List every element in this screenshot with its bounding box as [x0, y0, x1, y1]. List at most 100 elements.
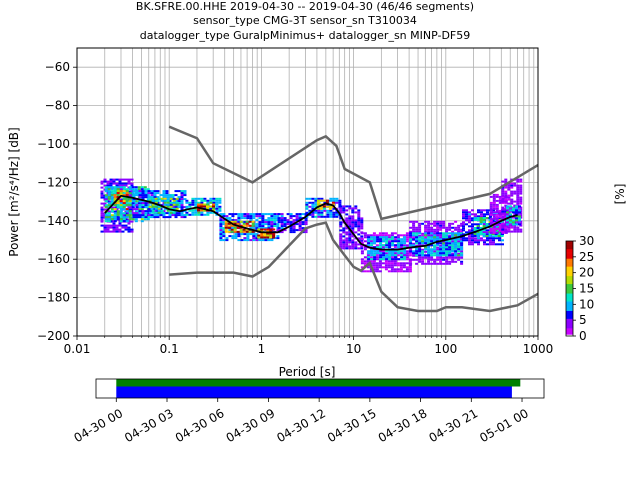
density-cell — [172, 207, 176, 210]
density-cell — [476, 233, 480, 235]
density-cell — [415, 254, 419, 257]
density-cell — [363, 232, 367, 235]
density-cell — [351, 211, 355, 214]
density-cell — [501, 186, 505, 189]
density-cell — [513, 190, 517, 193]
density-cell — [180, 194, 184, 197]
density-cell — [234, 237, 238, 240]
density-cell — [110, 192, 114, 195]
density-cell — [119, 186, 123, 189]
density-cell — [378, 262, 382, 265]
density-cell — [125, 220, 129, 223]
density-cell — [329, 197, 333, 200]
density-cell — [515, 209, 518, 212]
density-cell — [348, 237, 352, 240]
colorbar-cell — [566, 313, 573, 316]
density-cell — [316, 207, 320, 210]
density-cell — [507, 226, 511, 229]
density-cell — [462, 223, 465, 226]
density-cell — [150, 208, 154, 211]
density-cell — [516, 220, 520, 223]
density-cell — [100, 210, 104, 213]
density-cell — [255, 229, 259, 232]
density-cell — [132, 190, 136, 193]
density-cell — [403, 238, 407, 241]
density-cell — [360, 219, 364, 222]
density-cell — [125, 216, 129, 219]
density-cell — [200, 201, 204, 204]
density-cell — [130, 182, 134, 185]
density-cell — [360, 239, 364, 242]
density-cell — [518, 209, 521, 212]
density-cell — [376, 236, 380, 239]
density-cell — [240, 215, 244, 218]
density-cell — [345, 221, 349, 224]
density-cell — [100, 182, 104, 185]
density-cell — [483, 239, 486, 242]
density-cell — [442, 252, 446, 255]
density-cell — [233, 222, 237, 225]
density-cell — [140, 204, 144, 207]
density-cell — [385, 238, 389, 241]
density-cell — [379, 246, 383, 249]
density-cell — [251, 220, 255, 223]
density-cell — [180, 206, 184, 209]
density-cell — [248, 220, 252, 223]
density-cell — [513, 212, 517, 215]
density-cell — [209, 207, 213, 210]
density-cell — [311, 215, 315, 218]
density-cell — [104, 212, 108, 215]
density-cell — [360, 217, 364, 220]
density-cell — [138, 216, 142, 219]
density-cell — [113, 214, 117, 217]
density-cell — [519, 220, 523, 223]
density-cell — [157, 207, 161, 210]
density-cell — [373, 254, 377, 257]
density-cell — [439, 246, 443, 249]
density-cell — [141, 196, 145, 199]
density-cell — [104, 194, 108, 197]
density-cell — [394, 254, 398, 257]
density-cell — [480, 239, 483, 242]
density-cell — [156, 200, 160, 203]
density-cell — [468, 239, 471, 242]
density-cell — [128, 210, 132, 213]
density-cell — [112, 224, 116, 227]
density-cell — [144, 206, 148, 209]
density-cell — [512, 219, 515, 222]
density-cell — [110, 210, 114, 213]
density-cell — [480, 215, 483, 218]
density-cell — [317, 213, 321, 216]
density-cell — [370, 248, 374, 251]
density-cell — [354, 245, 358, 248]
density-cell — [112, 180, 116, 183]
density-cell — [370, 258, 374, 261]
density-cell — [283, 225, 287, 228]
density-cell — [471, 227, 474, 230]
density-cell — [439, 256, 443, 259]
density-cell — [177, 196, 181, 199]
density-cell — [376, 252, 380, 255]
high-noise-model-line — [168, 125, 539, 221]
density-cell — [137, 202, 141, 205]
density-cell — [122, 186, 126, 189]
density-cell — [175, 203, 179, 206]
density-cell — [147, 196, 151, 199]
density-cell — [462, 237, 465, 240]
density-cell — [255, 239, 259, 242]
density-cell — [320, 197, 324, 200]
density-cell — [439, 242, 443, 245]
density-cell — [471, 233, 474, 236]
density-cell — [483, 215, 486, 218]
density-cell — [134, 220, 138, 223]
density-cell — [270, 217, 274, 220]
density-cell — [263, 232, 267, 235]
density-cell — [442, 244, 446, 247]
density-cell — [194, 207, 198, 210]
density-cell — [436, 254, 440, 257]
density-cell — [118, 182, 122, 185]
density-cell — [320, 215, 324, 218]
density-cell — [415, 248, 419, 251]
density-cell — [397, 246, 401, 249]
